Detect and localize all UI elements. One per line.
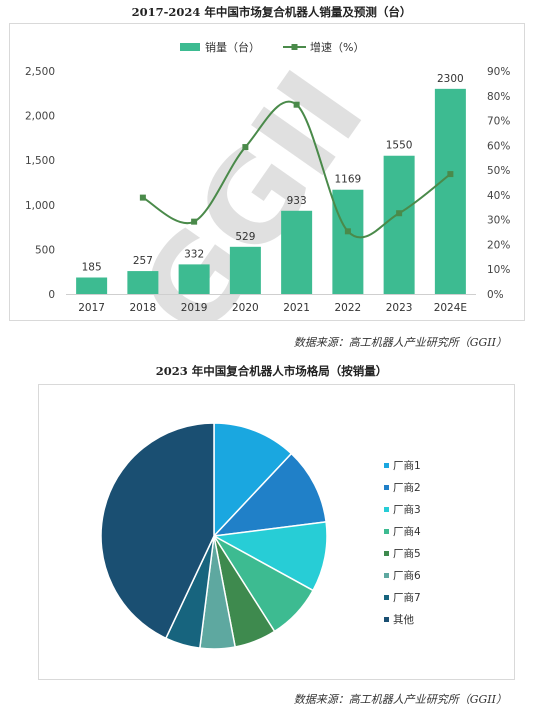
- y-right-tick: 50%: [487, 165, 510, 177]
- chart2-title: 2023 年中国复合机器人市场格局（按销量）: [155, 364, 388, 378]
- pie-slice: [213, 422, 293, 538]
- y-left-tick: 2,000: [25, 111, 55, 123]
- pie-legend-label: 厂商5: [393, 548, 421, 560]
- y-left-tick: 2,500: [25, 66, 55, 78]
- pie-legend-swatch: [384, 463, 389, 468]
- pie-legend-label: 厂商2: [393, 482, 421, 494]
- chart2-svg: [100, 422, 328, 650]
- y-right-tick: 70%: [487, 116, 510, 128]
- growth-marker: [191, 218, 198, 225]
- pie-legend-item: 厂商3: [384, 502, 421, 517]
- pie-legend-item: 厂商1: [384, 458, 421, 473]
- bar-data-label: 2300: [437, 73, 464, 85]
- bar-data-label: 529: [235, 231, 255, 243]
- y-left-tick: 1,500: [25, 155, 55, 167]
- pie-legend-item: 厂商2: [384, 480, 421, 495]
- bar: [76, 277, 108, 294]
- y-right-tick: 30%: [487, 215, 510, 227]
- chart1-svg: GGII05001,0001,5002,0002,5000%10%20%30%4…: [25, 40, 510, 362]
- bar: [229, 246, 261, 294]
- pie-legend-swatch: [384, 529, 389, 534]
- chart2-source: 数据来源：高工机器人产业研究所（GGII）: [293, 693, 507, 706]
- bar-data-label: 257: [133, 255, 153, 267]
- chart1-panel: GGII 0 500 1,000 1,500 2,000 2,500 0% 10% 20% 30% 4…: [9, 23, 525, 362]
- y-right-tick: 90%: [487, 66, 510, 78]
- pie-legend-label: 厂商6: [393, 570, 421, 582]
- legend-line-marker: [291, 44, 298, 50]
- growth-marker: [344, 228, 351, 235]
- y-right-tick: 60%: [487, 140, 510, 152]
- pie-legend-swatch: [384, 617, 389, 622]
- x-tick-label: 2019: [181, 302, 208, 314]
- growth-marker: [447, 171, 454, 178]
- x-tick-label: 2021: [283, 302, 310, 314]
- bar-data-label: 1169: [335, 174, 362, 186]
- bar-data-label: 1550: [386, 140, 413, 152]
- pie-slice: [100, 422, 215, 640]
- pie-legend-label: 厂商3: [393, 504, 421, 516]
- bar: [383, 155, 415, 294]
- pie-legend-swatch: [384, 485, 389, 490]
- chart1-source: 数据来源：高工机器人产业研究所（GGII）: [293, 336, 507, 349]
- pie-legend-swatch: [384, 595, 389, 600]
- y-right-tick: 0%: [487, 289, 504, 301]
- pie-legend-swatch: [384, 507, 389, 512]
- legend-bar-swatch: [180, 43, 200, 51]
- bar-data-label: 332: [184, 248, 204, 260]
- pie-legend-item: 厂商5: [384, 546, 421, 561]
- y-right-tick: 10%: [487, 264, 510, 276]
- chart2-panel: 厂商1 厂商2 厂商3 厂商4 厂商5 厂商6 厂商7 其他: [38, 384, 515, 680]
- bar-data-label: 185: [82, 261, 102, 273]
- growth-marker: [242, 144, 249, 151]
- x-tick-label: 2017: [78, 302, 105, 314]
- pie-legend-label: 厂商1: [393, 460, 421, 472]
- pie-legend-label: 厂商4: [393, 526, 421, 538]
- x-tick-label: 2018: [130, 302, 157, 314]
- growth-marker: [396, 210, 403, 217]
- bar-data-label: 933: [287, 195, 307, 207]
- bar: [281, 210, 313, 294]
- x-tick-label: 2022: [335, 302, 362, 314]
- x-tick-label: 2024E: [434, 302, 467, 314]
- bar: [127, 271, 159, 294]
- bar: [178, 264, 210, 294]
- y-right-tick: 20%: [487, 239, 510, 251]
- chart1-title: 2017-2024 年中国市场复合机器人销量及预测（台）: [131, 5, 412, 19]
- bar: [332, 189, 364, 294]
- growth-marker: [293, 101, 300, 108]
- y-left-tick: 0: [48, 289, 55, 301]
- pie-legend-item: 厂商4: [384, 524, 421, 539]
- pie-legend-item: 其他: [384, 612, 414, 627]
- pie-slice: [212, 452, 327, 538]
- y-left-tick: 1,000: [25, 200, 55, 212]
- pie-legend-item: 厂商7: [384, 590, 421, 605]
- legend-line-label: 增速（%）: [310, 40, 364, 54]
- y-left-tick: 500: [35, 244, 55, 256]
- pie-legend-swatch: [384, 573, 389, 578]
- growth-marker: [139, 194, 146, 201]
- x-tick-label: 2023: [386, 302, 413, 314]
- pie-legend-swatch: [384, 551, 389, 556]
- pie-legend-label: 其他: [393, 614, 414, 626]
- pie-slice: [211, 520, 328, 592]
- pie-legend-item: 厂商6: [384, 568, 421, 583]
- y-right-tick: 40%: [487, 190, 510, 202]
- y-right-tick: 80%: [487, 91, 510, 103]
- pie-legend-label: 厂商7: [393, 592, 421, 604]
- x-tick-label: 2020: [232, 302, 259, 314]
- bar: [434, 88, 466, 294]
- legend-bar-label: 销量（台）: [205, 40, 260, 54]
